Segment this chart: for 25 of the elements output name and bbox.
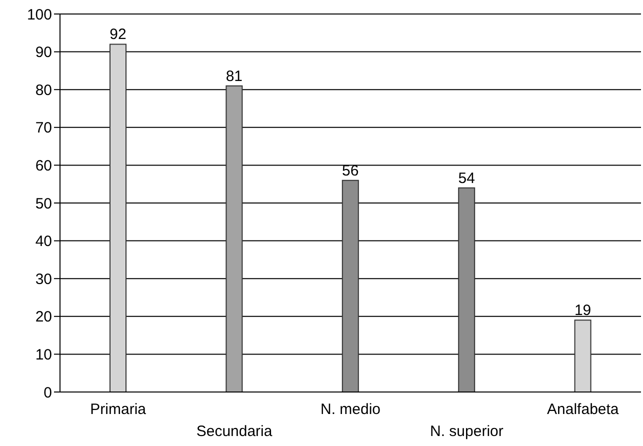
y-tick-label: 60 bbox=[35, 158, 52, 175]
y-tick-label: 30 bbox=[35, 270, 52, 288]
data-label: 92 bbox=[110, 26, 126, 44]
y-tick-label: 100 bbox=[26, 6, 52, 24]
y-tick-label: 10 bbox=[35, 346, 52, 364]
x-tick-label: N. superior bbox=[430, 423, 504, 440]
y-tick-label: 50 bbox=[35, 195, 52, 212]
y-tick-label: 70 bbox=[35, 120, 52, 137]
x-tick-label: Primaria bbox=[90, 401, 147, 418]
x-tick-label: Secundaria bbox=[196, 423, 273, 440]
x-tick-label: N. medio bbox=[320, 401, 381, 418]
y-tick-label: 90 bbox=[35, 44, 52, 62]
bar bbox=[574, 320, 592, 392]
y-tick-label: 0 bbox=[44, 384, 52, 402]
data-label: 81 bbox=[226, 68, 243, 85]
data-label: 54 bbox=[458, 170, 475, 187]
bar bbox=[226, 85, 243, 392]
bar bbox=[110, 44, 126, 392]
x-tick-label: Analfabeta bbox=[547, 401, 620, 418]
bar bbox=[458, 187, 476, 392]
y-tick-label: 40 bbox=[35, 233, 52, 250]
y-tick-label: 20 bbox=[35, 308, 52, 326]
data-label: 19 bbox=[574, 302, 592, 320]
bar bbox=[342, 180, 359, 392]
y-tick-label: 80 bbox=[35, 82, 52, 99]
